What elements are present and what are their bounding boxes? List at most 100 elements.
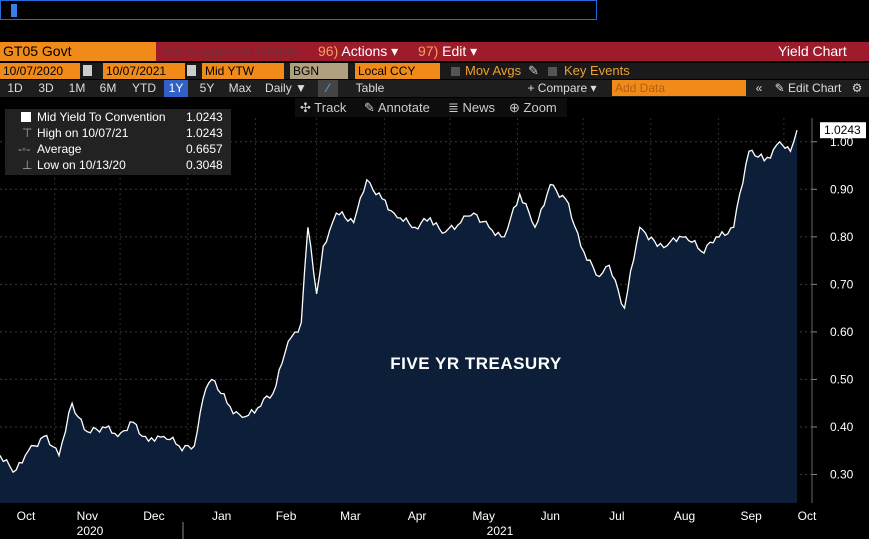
line-chart-icon[interactable]: ⁄ [318,80,338,97]
y-tick-label: 0.40 [830,420,854,434]
legend-box [5,109,231,175]
pencil-icon: ✎ [364,100,375,115]
currency-dropdown[interactable]: Local CCY [355,63,440,79]
track-button[interactable]: ✣ Track [300,98,346,117]
y-tick-label: 0.50 [830,372,854,386]
suggested-charts-button[interactable]: 89) Suggested Charts [162,42,298,61]
period-button-5y[interactable]: 5Y [199,81,215,95]
edit-label: Edit ▾ [442,43,478,59]
chart-title: FIVE YR TREASURY [390,354,562,373]
edit-menu[interactable]: 97) Edit ▾ [418,42,477,61]
zoom-label: Zoom [523,100,557,115]
x-tick-label: Jun [541,509,560,523]
legend-series-label: Mid Yield To Convention [37,110,166,124]
annotate-button[interactable]: ✎ Annotate [364,98,430,117]
table-button[interactable]: Table [355,81,385,95]
text-cursor [11,4,17,17]
news-button[interactable]: ≣ News [448,98,495,117]
y-tick-label: 0.60 [830,325,854,339]
y-tick-label: 0.70 [830,277,854,291]
legend-avg-value: 0.6657 [186,142,223,156]
x-tick-label: Sep [740,509,762,523]
x-tick-label: May [472,509,495,523]
x-tick-label: Apr [408,509,427,523]
x-tick-label: Jul [609,509,624,523]
end-date-field[interactable]: 10/07/2021 [103,63,185,79]
zoom-button[interactable]: ⊕ Zoom [509,98,557,117]
actions-menu[interactable]: 96) Actions ▾ [318,42,398,61]
x-year-label: 2021 [487,524,514,538]
legend-high-label: High on 10/07/21 [37,126,129,140]
zoom-icon: ⊕ [509,100,520,115]
news-label: News [462,100,496,115]
y-tick-label: 1.00 [830,135,854,149]
calendar-icon[interactable] [83,65,92,76]
mov-avgs-checkbox[interactable] [451,67,460,76]
start-date-field[interactable]: 10/07/2020 [0,63,80,79]
track-label: Track [314,100,347,115]
x-tick-label: Mar [340,509,361,523]
period-button-max[interactable]: Max [228,81,252,95]
chart-tools [295,98,567,117]
chevron-left-icon[interactable]: « [755,81,763,95]
calendar-icon[interactable] [187,65,196,76]
field-selector[interactable]: Mid YTW [202,63,284,79]
last-value-label: 1.0243 [824,123,861,137]
key-events-checkbox[interactable] [548,67,557,76]
key-events-label: Key Events [564,63,630,78]
pencil-icon[interactable]: ✎ [528,63,539,78]
crosshair-icon: ✣ [300,100,311,115]
ticker-field[interactable]: GT05 Govt [0,42,156,61]
command-line[interactable] [0,0,597,20]
x-axis: Oct Nov Dec Jan Feb Mar Apr May Jun Jul Aug Sep Oct 2… [17,509,817,539]
period-button-ytd[interactable]: YTD [132,81,156,95]
series-swatch [21,112,31,122]
edit-num: 97) [418,43,439,59]
suggested-charts-num: 89) [162,43,183,59]
actions-label: Actions ▾ [341,43,399,59]
annotate-label: Annotate [377,100,430,115]
legend-series-value: 1.0243 [186,110,223,124]
legend-avg-label: Average [37,142,82,156]
mov-avgs-label: Mov Avgs [465,63,522,78]
high-marker-icon: ⊤ [22,126,33,140]
series-area [0,130,797,503]
compare-button[interactable]: + Compare ▾ [527,81,597,95]
suggested-charts-label: Suggested Charts [186,43,299,59]
actions-num: 96) [318,43,339,59]
source-field[interactable]: BGN [290,63,348,79]
header-bar [0,42,869,61]
average-marker-icon: -◦- [18,142,31,156]
legend-high-value: 1.0243 [186,126,223,140]
news-icon: ≣ [448,100,459,115]
x-tick-label: Nov [77,509,98,523]
x-tick-label: Feb [276,509,297,523]
legend-low-label: Low on 10/13/20 [37,158,126,172]
add-data-input[interactable]: Add Data [612,80,746,96]
y-tick-label: 0.90 [830,182,854,196]
period-button-1d[interactable]: 1D [7,81,23,95]
x-tick-label: Jan [212,509,231,523]
period-button-6m[interactable]: 6M [99,81,117,95]
series-line [0,130,798,474]
page-title: Yield Chart [778,43,847,59]
y-axis: 0.30 0.40 0.50 0.60 0.70 0.80 0.90 1.00 [811,118,854,503]
period-button-1m[interactable]: 1M [68,81,86,95]
x-tick-label: Oct [17,509,36,523]
edit-chart-button[interactable]: ✎ Edit Chart [772,80,844,97]
last-value-box [820,122,866,139]
period-button-1y[interactable]: 1Y [164,80,188,97]
legend-low-value: 0.3048 [186,158,223,172]
y-tick-label: 0.80 [830,230,854,244]
x-year-label: 2020 [77,524,104,538]
low-marker-icon: ⊥ [22,158,33,172]
x-tick-label: Oct [798,509,817,523]
frequency-dropdown[interactable]: Daily ▼ [265,81,307,95]
gear-icon[interactable]: ⚙ [851,81,863,95]
period-button-3d[interactable]: 3D [38,81,54,95]
y-tick-label: 0.30 [830,467,854,481]
x-tick-label: Dec [143,509,164,523]
x-tick-label: Aug [674,509,695,523]
last-value-badge: 1.0243 [820,122,866,139]
